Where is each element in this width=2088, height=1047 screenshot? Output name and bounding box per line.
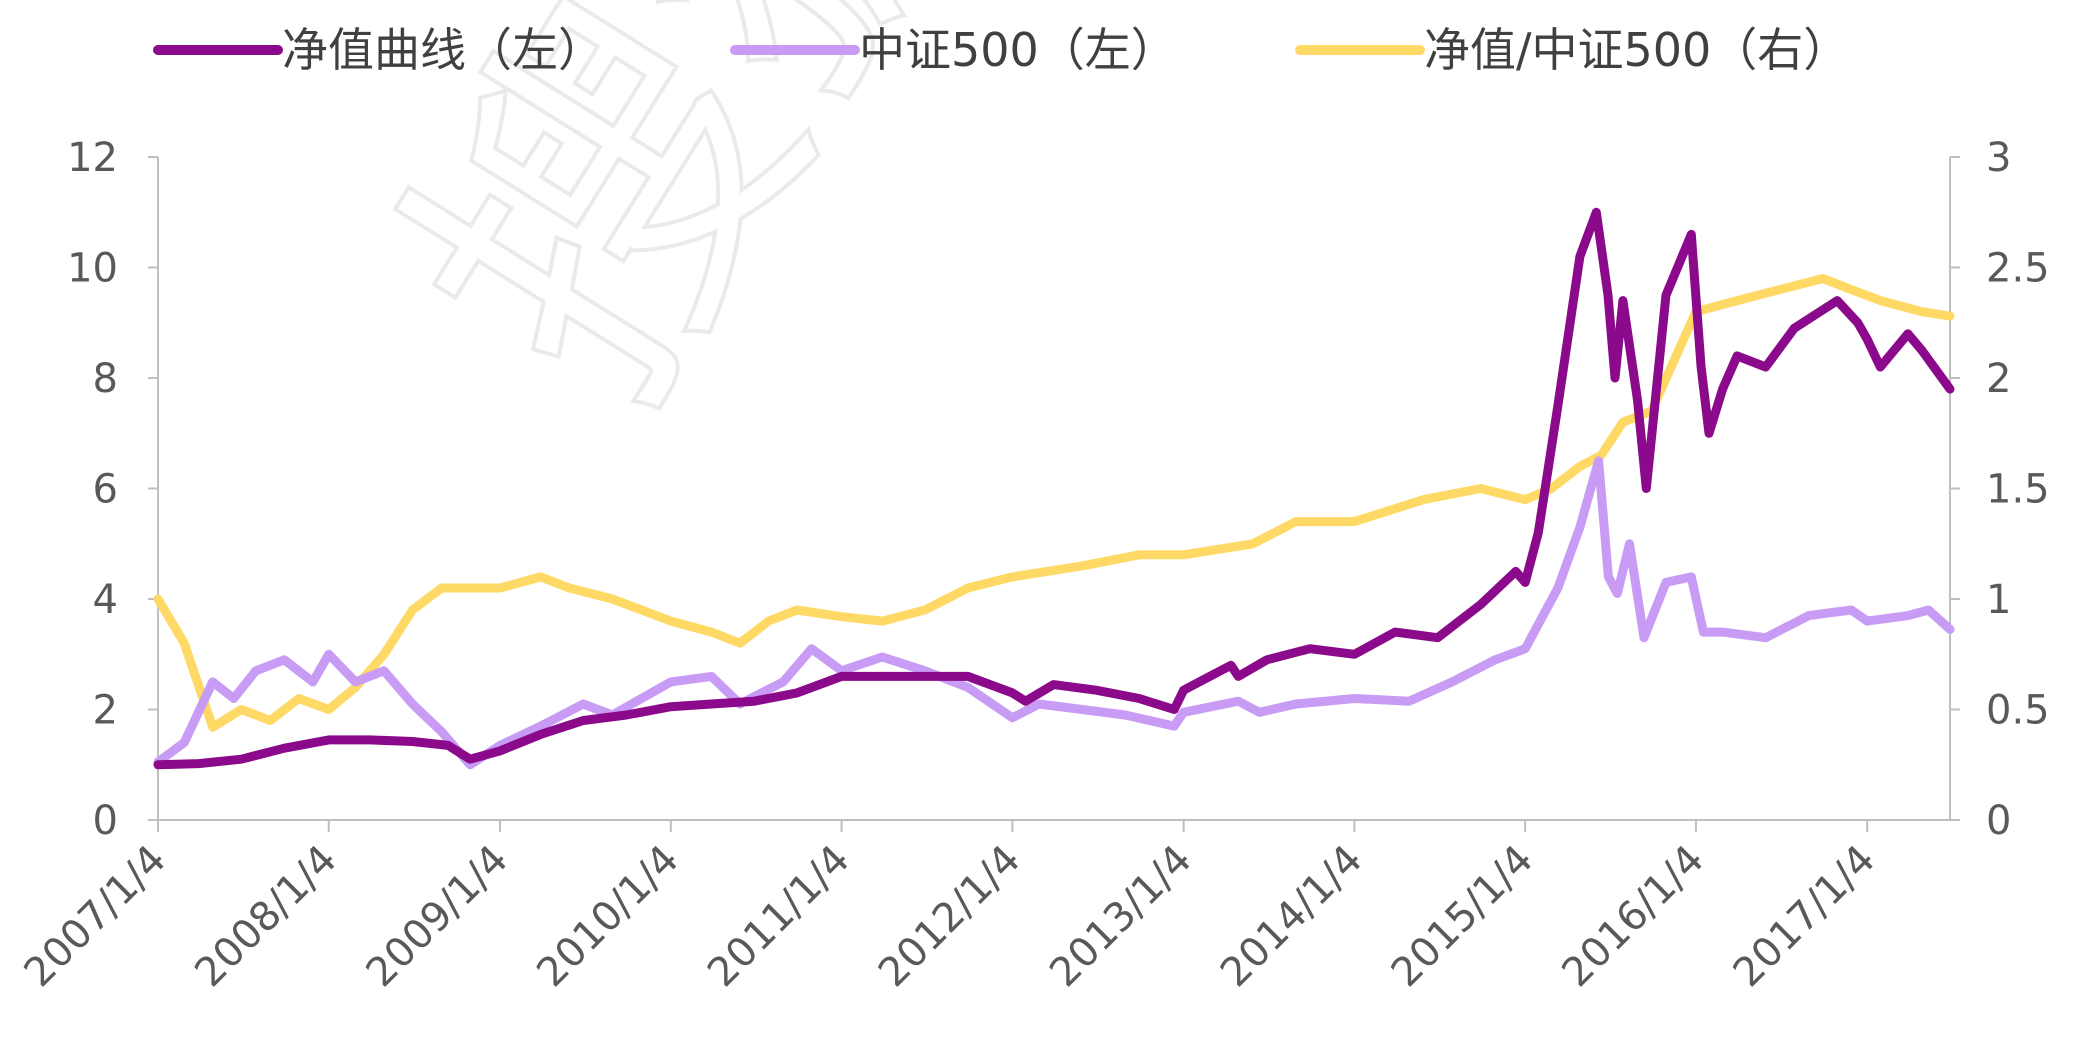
y-left-tick-label: 4 [93, 577, 118, 623]
y-right-tick-label: 1 [1986, 577, 2011, 623]
y-left-tick-label: 0 [93, 798, 118, 844]
y-right-tick-label: 0 [1986, 798, 2011, 844]
y-left-tick-label: 12 [67, 135, 118, 181]
x-tick-label: 2013/1/4 [1041, 837, 1201, 997]
legend-item-2: 净值/中证500（右） [1295, 23, 1849, 77]
x-tick-label: 2009/1/4 [358, 837, 518, 997]
x-tick-label: 2014/1/4 [1212, 837, 1372, 997]
y-right-tick-label: 2.5 [1986, 246, 2050, 292]
y-right-tick-label: 2 [1986, 356, 2011, 402]
y-right-tick-label: 3 [1986, 135, 2011, 181]
x-tick-label: 2016/1/4 [1553, 837, 1713, 997]
y-left-tick-label: 2 [93, 688, 118, 734]
series-line-0 [153, 207, 1955, 770]
legend-item-0: 净值曲线（左） [153, 23, 604, 77]
legend-label: 中证500（左） [859, 23, 1177, 77]
series-layer [153, 207, 1955, 770]
legend-item-1: 中证500（左） [730, 23, 1177, 77]
x-tick-label: 2007/1/4 [16, 837, 176, 997]
x-tick-label: 2008/1/4 [186, 837, 346, 997]
x-tick-label: 2017/1/4 [1725, 837, 1885, 997]
series-line-1 [153, 456, 1955, 770]
series-line-2 [153, 274, 1955, 732]
y-left-tick-label: 10 [67, 246, 118, 292]
y-right-tick-label: 0.5 [1986, 688, 2050, 734]
y-left-tick-label: 8 [93, 356, 118, 402]
legend: 净值曲线（左） 中证500（左） 净值/中证500（右） [153, 23, 1849, 77]
x-tick-label: 2012/1/4 [870, 837, 1030, 997]
x-tick-label: 2011/1/4 [699, 837, 859, 997]
legend-label: 净值/中证500（右） [1424, 23, 1849, 77]
legend-label: 净值曲线（左） [282, 23, 604, 77]
y-left-tick-label: 6 [93, 467, 118, 513]
x-tick-label: 2015/1/4 [1383, 837, 1543, 997]
y-right-tick-label: 1.5 [1986, 467, 2050, 513]
x-tick-label: 2010/1/4 [528, 837, 688, 997]
